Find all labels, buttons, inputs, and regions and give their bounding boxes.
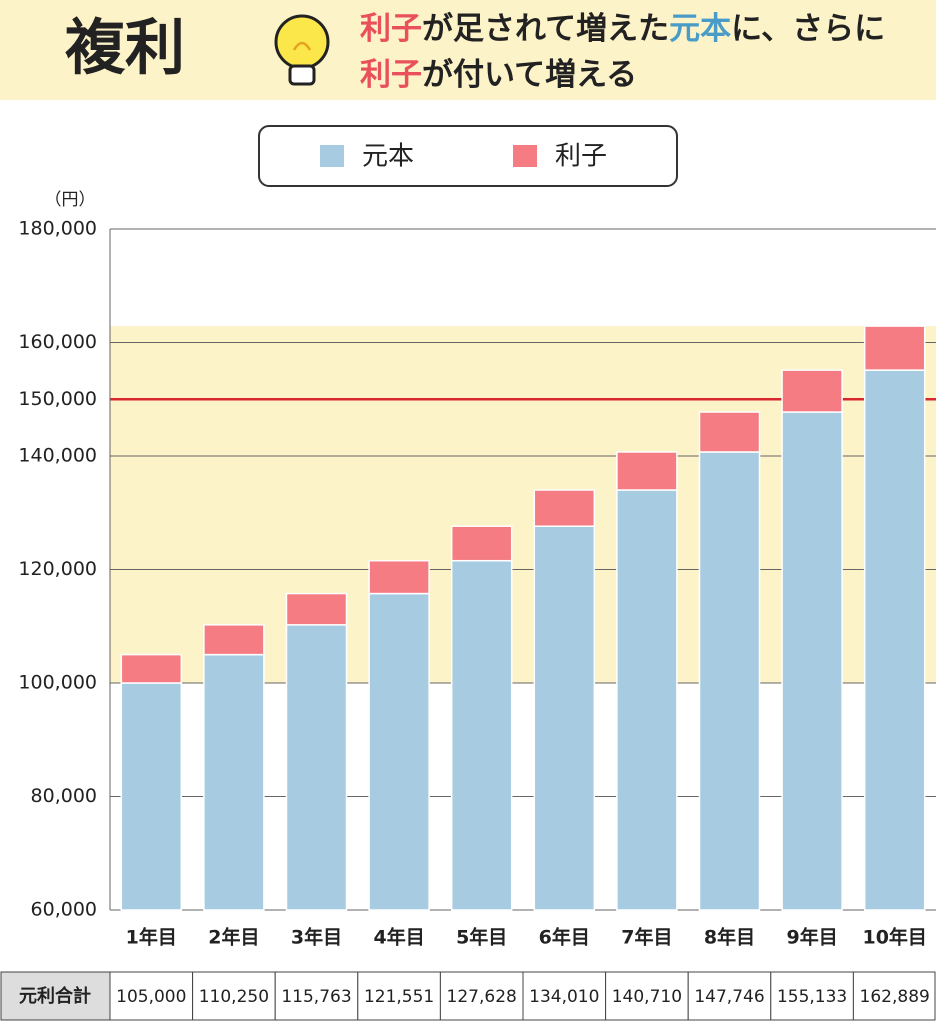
legend-box: [258, 125, 678, 187]
bar-segment: [368, 592, 430, 911]
y-tick-label: 160,000: [18, 331, 97, 353]
bar-segment: [863, 325, 926, 371]
table-cell-text: 115,763: [281, 987, 351, 1007]
table-cell: [605, 971, 689, 1021]
subtitle-segment: 元本: [669, 11, 731, 47]
y-unit: （円）: [45, 190, 96, 210]
subtitle-segment: 利子: [360, 57, 422, 93]
y-tick-label: 60,000: [31, 899, 97, 921]
bar-segment: [698, 411, 761, 453]
bar-segment: [285, 592, 348, 626]
legend-label: 利子: [555, 142, 607, 172]
header-bg: [0, 0, 936, 100]
bar-segment: [616, 451, 678, 491]
table-cell-text: 155,133: [777, 987, 847, 1007]
y-tick-label: 180,000: [18, 218, 97, 240]
subtitle-segment: に、さらに: [731, 11, 885, 47]
table-cell: [109, 971, 194, 1021]
x-tick-label: 6年目: [539, 926, 590, 949]
table-cell-text: 162,889: [860, 987, 930, 1007]
x-tick-label: 1年目: [126, 926, 177, 949]
table-row-label: 元利合計: [19, 985, 91, 1007]
bar-segment: [285, 624, 348, 911]
y-tick-label: 100,000: [18, 672, 97, 694]
x-tick-label: 2年目: [208, 926, 259, 949]
table-cell-text: 105,000: [116, 987, 186, 1007]
x-tick-label: 4年目: [373, 926, 424, 949]
table-cell-text: 140,710: [612, 987, 682, 1007]
x-tick-label: 3年目: [291, 926, 342, 949]
bar-segment: [203, 653, 265, 911]
table-cell-text: 121,551: [364, 987, 434, 1007]
header-title: 複利: [65, 14, 185, 84]
legend-swatch: [513, 145, 537, 167]
bar-segment: [120, 653, 183, 684]
bar-segment: [863, 369, 926, 911]
bar-segment: [368, 559, 430, 595]
bar-segment: [450, 559, 513, 911]
bar-segment: [781, 369, 843, 413]
subtitle-segment: が足されて増えた: [422, 11, 669, 47]
y-tick-label: 80,000: [31, 785, 97, 807]
y-tick-label: 140,000: [18, 445, 97, 467]
bar-segment: [698, 451, 761, 911]
bar-segment: [203, 624, 265, 656]
y-tick-label: 150,000: [18, 388, 97, 410]
table-header-cell: [0, 971, 111, 1021]
table-cell: [687, 971, 772, 1021]
table-cell: [439, 971, 524, 1021]
table-cell: [852, 971, 936, 1021]
legend-label: 元本: [362, 142, 414, 172]
x-tick-label: 8年目: [704, 926, 755, 949]
y-tick-label: 120,000: [18, 558, 97, 580]
bar-segment: [450, 525, 513, 562]
bar-segment: [533, 489, 596, 527]
table-cell: [192, 971, 276, 1021]
bulb-icon: [274, 14, 330, 86]
x-tick-label: 10年目: [862, 926, 926, 949]
header-subtitle: 利子が付いて増える: [360, 57, 637, 93]
bar-segment: [120, 682, 183, 911]
bar-segment: [781, 411, 843, 911]
header-subtitle: 利子が足されて増えた元本に、さらに: [360, 11, 885, 47]
table-cell-text: 110,250: [199, 987, 269, 1007]
x-tick-label: 9年目: [786, 926, 837, 949]
bar-segment: [616, 489, 678, 911]
subtitle-segment: が付いて増える: [422, 57, 637, 93]
table-cell: [522, 971, 607, 1021]
x-tick-label: 7年目: [621, 926, 672, 949]
table-cell: [274, 971, 359, 1021]
bar-segment: [533, 525, 596, 911]
x-tick-label: 5年目: [456, 926, 507, 949]
table-cell-text: 147,746: [694, 987, 764, 1007]
table-cell-text: 134,010: [529, 987, 599, 1007]
table-cell: [770, 971, 854, 1021]
subtitle-segment: 利子: [360, 11, 422, 47]
legend-swatch: [320, 145, 344, 167]
table-cell-text: 127,628: [447, 987, 517, 1007]
